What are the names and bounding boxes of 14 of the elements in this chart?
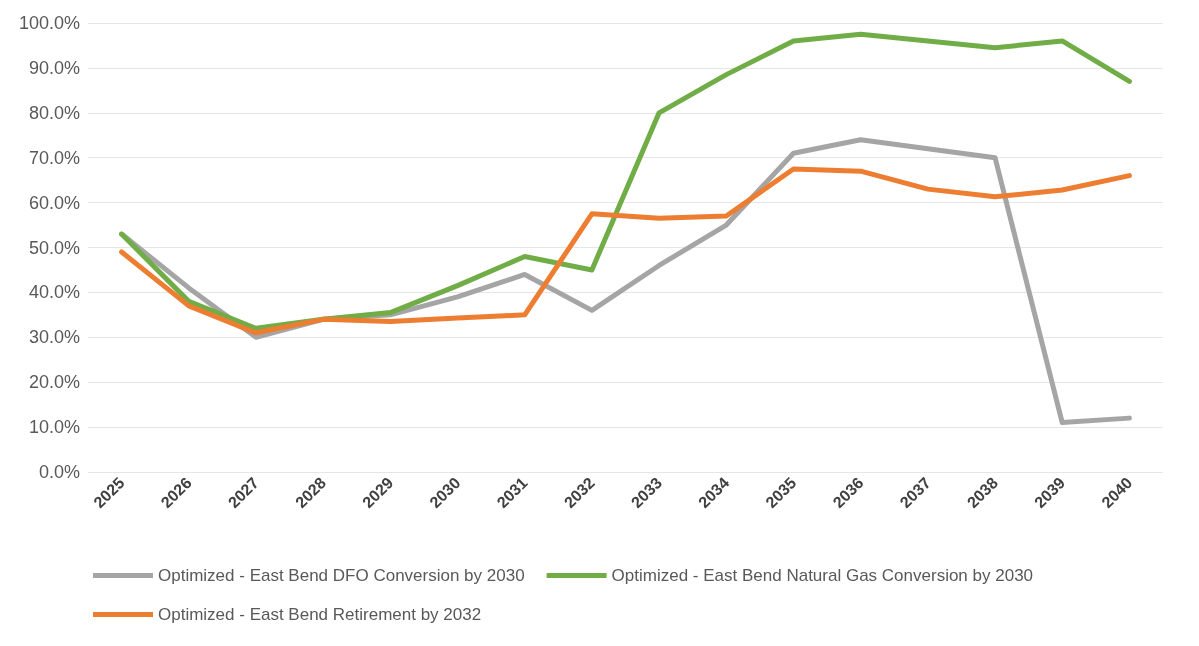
legend-label: Optimized - East Bend Retirement by 2032 xyxy=(158,605,482,624)
y-tick-label: 100.0% xyxy=(18,13,80,33)
y-tick-label: 30.0% xyxy=(28,327,80,348)
y-tick-label: 80.0% xyxy=(28,102,80,123)
y-tick-label: 50.0% xyxy=(28,237,80,258)
y-tick-label: 10.0% xyxy=(28,417,80,438)
y-tick-label: 70.0% xyxy=(28,147,80,168)
legend-label: Optimized - East Bend Natural Gas Conversion by 2030 xyxy=(611,566,1034,585)
legend-label: Optimized - East Bend DFO Conversion by 2030 xyxy=(158,566,525,585)
y-tick-label: 20.0% xyxy=(28,372,80,393)
y-tick-label: 0.0% xyxy=(38,462,80,482)
y-tick-label: 90.0% xyxy=(28,57,80,78)
y-tick-label: 60.0% xyxy=(28,192,80,213)
y-tick-label: 40.0% xyxy=(28,282,80,303)
